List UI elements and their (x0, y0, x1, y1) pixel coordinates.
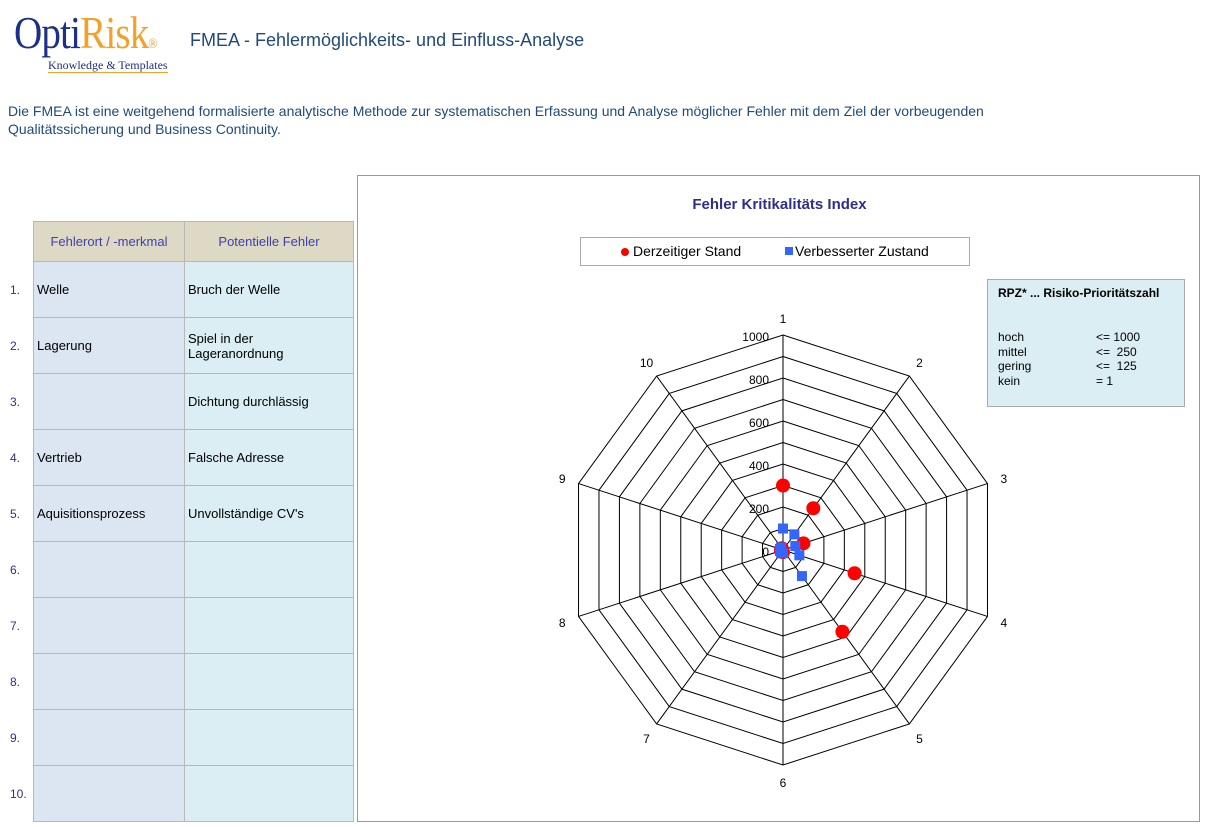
axis-label: 3 (1000, 472, 1007, 486)
row-number: 3. (10, 395, 21, 409)
row-number: 8. (10, 675, 21, 689)
table-row: Lagerung Spiel in der Lageranordnung (33, 317, 354, 374)
fmea-table: Fehlerort / -merkmal Potentielle Fehler W… (33, 221, 354, 822)
cell-fehlerort[interactable] (33, 373, 185, 430)
tick-label: 200 (749, 502, 769, 516)
table-row (33, 653, 354, 710)
cell-potentielle-fehler[interactable]: Dichtung durchlässig (184, 373, 354, 430)
table-row (33, 709, 354, 766)
table-row (33, 597, 354, 654)
cell-fehlerort[interactable] (33, 597, 185, 654)
header-fehlerort: Fehlerort / -merkmal (33, 221, 185, 262)
rpz-legend-box: RPZ* ... Risiko-Prioritätszahl hoch <= 10… (987, 279, 1185, 407)
rpz-level: mittel (998, 344, 1027, 359)
cell-potentielle-fehler[interactable]: Spiel in der Lageranordnung (184, 317, 354, 374)
radar-chart: 1 2 3 4 5 6 7 8 9 10 0 200 400 600 800 1000 (559, 312, 1008, 790)
table-row: Vertrieb Falsche Adresse (33, 429, 354, 486)
data-point-square (776, 542, 787, 553)
rpz-level: kein (998, 373, 1021, 388)
cell-potentielle-fehler[interactable] (184, 541, 354, 598)
axis-label: 2 (916, 356, 923, 370)
axis-spoke (782, 483, 988, 551)
row-number: 1. (10, 283, 21, 297)
data-point-square (794, 550, 805, 561)
rpz-title: RPZ* ... Risiko-Prioritätszahl (998, 286, 1160, 300)
table-row (33, 765, 354, 822)
tick-label: 800 (749, 373, 769, 387)
table-row: Aquisitionsprozess Unvollständige CV's (33, 485, 354, 542)
table-row: Dichtung durchlässig (33, 373, 354, 430)
data-point-square (789, 529, 800, 540)
axis-spoke (782, 549, 988, 617)
data-point-circle (835, 624, 850, 639)
axis-spoke (656, 375, 784, 551)
rpz-level: hoch (998, 330, 1025, 344)
description: Die FMEA ist eine weitgehend formalisier… (8, 103, 984, 137)
axis-spoke (782, 375, 910, 551)
chart-title: Fehler Kritikalitäts Index (692, 196, 867, 213)
rpz-threshold: <= 1000 (1096, 330, 1141, 344)
axis-label: 5 (916, 732, 923, 746)
cell-fehlerort[interactable] (33, 709, 185, 766)
cell-fehlerort[interactable]: Vertrieb (33, 429, 185, 486)
row-number: 4. (10, 451, 21, 465)
cell-fehlerort[interactable]: Lagerung (33, 317, 185, 374)
axis-label: 4 (1000, 616, 1007, 630)
cell-potentielle-fehler[interactable]: Bruch der Welle (184, 261, 354, 318)
table-row (33, 541, 354, 598)
cell-fehlerort[interactable]: Aquisitionsprozess (33, 485, 185, 542)
table-row: Welle Bruch der Welle (33, 261, 354, 318)
optirisk-logo: OptiRisk® Knowledge & Templates (14, 7, 168, 73)
axis-label: 8 (559, 616, 566, 630)
data-point-circle (847, 566, 862, 581)
data-point-circle (806, 501, 821, 516)
rpz-threshold: <= 125 (1096, 359, 1137, 373)
data-point-circle (776, 478, 790, 493)
chart-legend: Derzeitiger Stand Verbesserter Zustand (580, 237, 970, 266)
row-number: 7. (10, 619, 21, 633)
cell-potentielle-fehler[interactable] (184, 653, 354, 710)
legend-series-2: Verbesserter Zustand (795, 243, 929, 259)
data-point-square (796, 571, 807, 582)
row-number: 10. (10, 787, 27, 801)
axis-label: 1 (780, 312, 787, 326)
cell-fehlerort[interactable] (33, 765, 185, 822)
tick-label: 400 (749, 459, 769, 473)
chart-panel: Fehler Kritikalitäts Index Derzeitiger S… (357, 175, 1200, 822)
row-number: 9. (10, 731, 21, 745)
axis-label: 9 (559, 472, 566, 486)
cell-fehlerort[interactable]: Welle (33, 261, 185, 318)
tick-label: 0 (762, 545, 769, 559)
axis-label: 7 (643, 732, 650, 746)
cell-fehlerort[interactable] (33, 541, 185, 598)
rpz-level: gering (998, 359, 1032, 373)
cell-fehlerort[interactable] (33, 653, 185, 710)
axis-spoke (656, 549, 784, 725)
data-point-square (778, 523, 788, 534)
axis-spoke (578, 549, 784, 617)
legend-square-icon (785, 247, 793, 255)
header-potentielle-fehler: Potentielle Fehler (184, 221, 354, 262)
cell-potentielle-fehler[interactable]: Falsche Adresse (184, 429, 354, 486)
axis-label: 10 (640, 356, 654, 370)
cell-potentielle-fehler[interactable] (184, 709, 354, 766)
data-point-square (790, 541, 801, 552)
axis-spoke (578, 483, 784, 551)
row-number: 5. (10, 507, 21, 521)
cell-potentielle-fehler[interactable] (184, 765, 354, 822)
legend-circle-icon (621, 248, 629, 256)
cell-potentielle-fehler[interactable] (184, 597, 354, 654)
cell-potentielle-fehler[interactable]: Unvollständige CV's (184, 485, 354, 542)
tick-label: 1000 (742, 330, 769, 344)
row-number: 2. (10, 339, 21, 353)
row-number: 6. (10, 563, 21, 577)
legend-series-1: Derzeitiger Stand (633, 243, 742, 259)
rpz-threshold: = 1 (1096, 373, 1114, 388)
rpz-threshold: <= 250 (1096, 344, 1137, 359)
tick-label: 600 (749, 416, 769, 430)
axis-label: 6 (780, 776, 787, 790)
page-title: FMEA - Fehlermöglichkeits- und Einfluss-… (190, 30, 585, 50)
